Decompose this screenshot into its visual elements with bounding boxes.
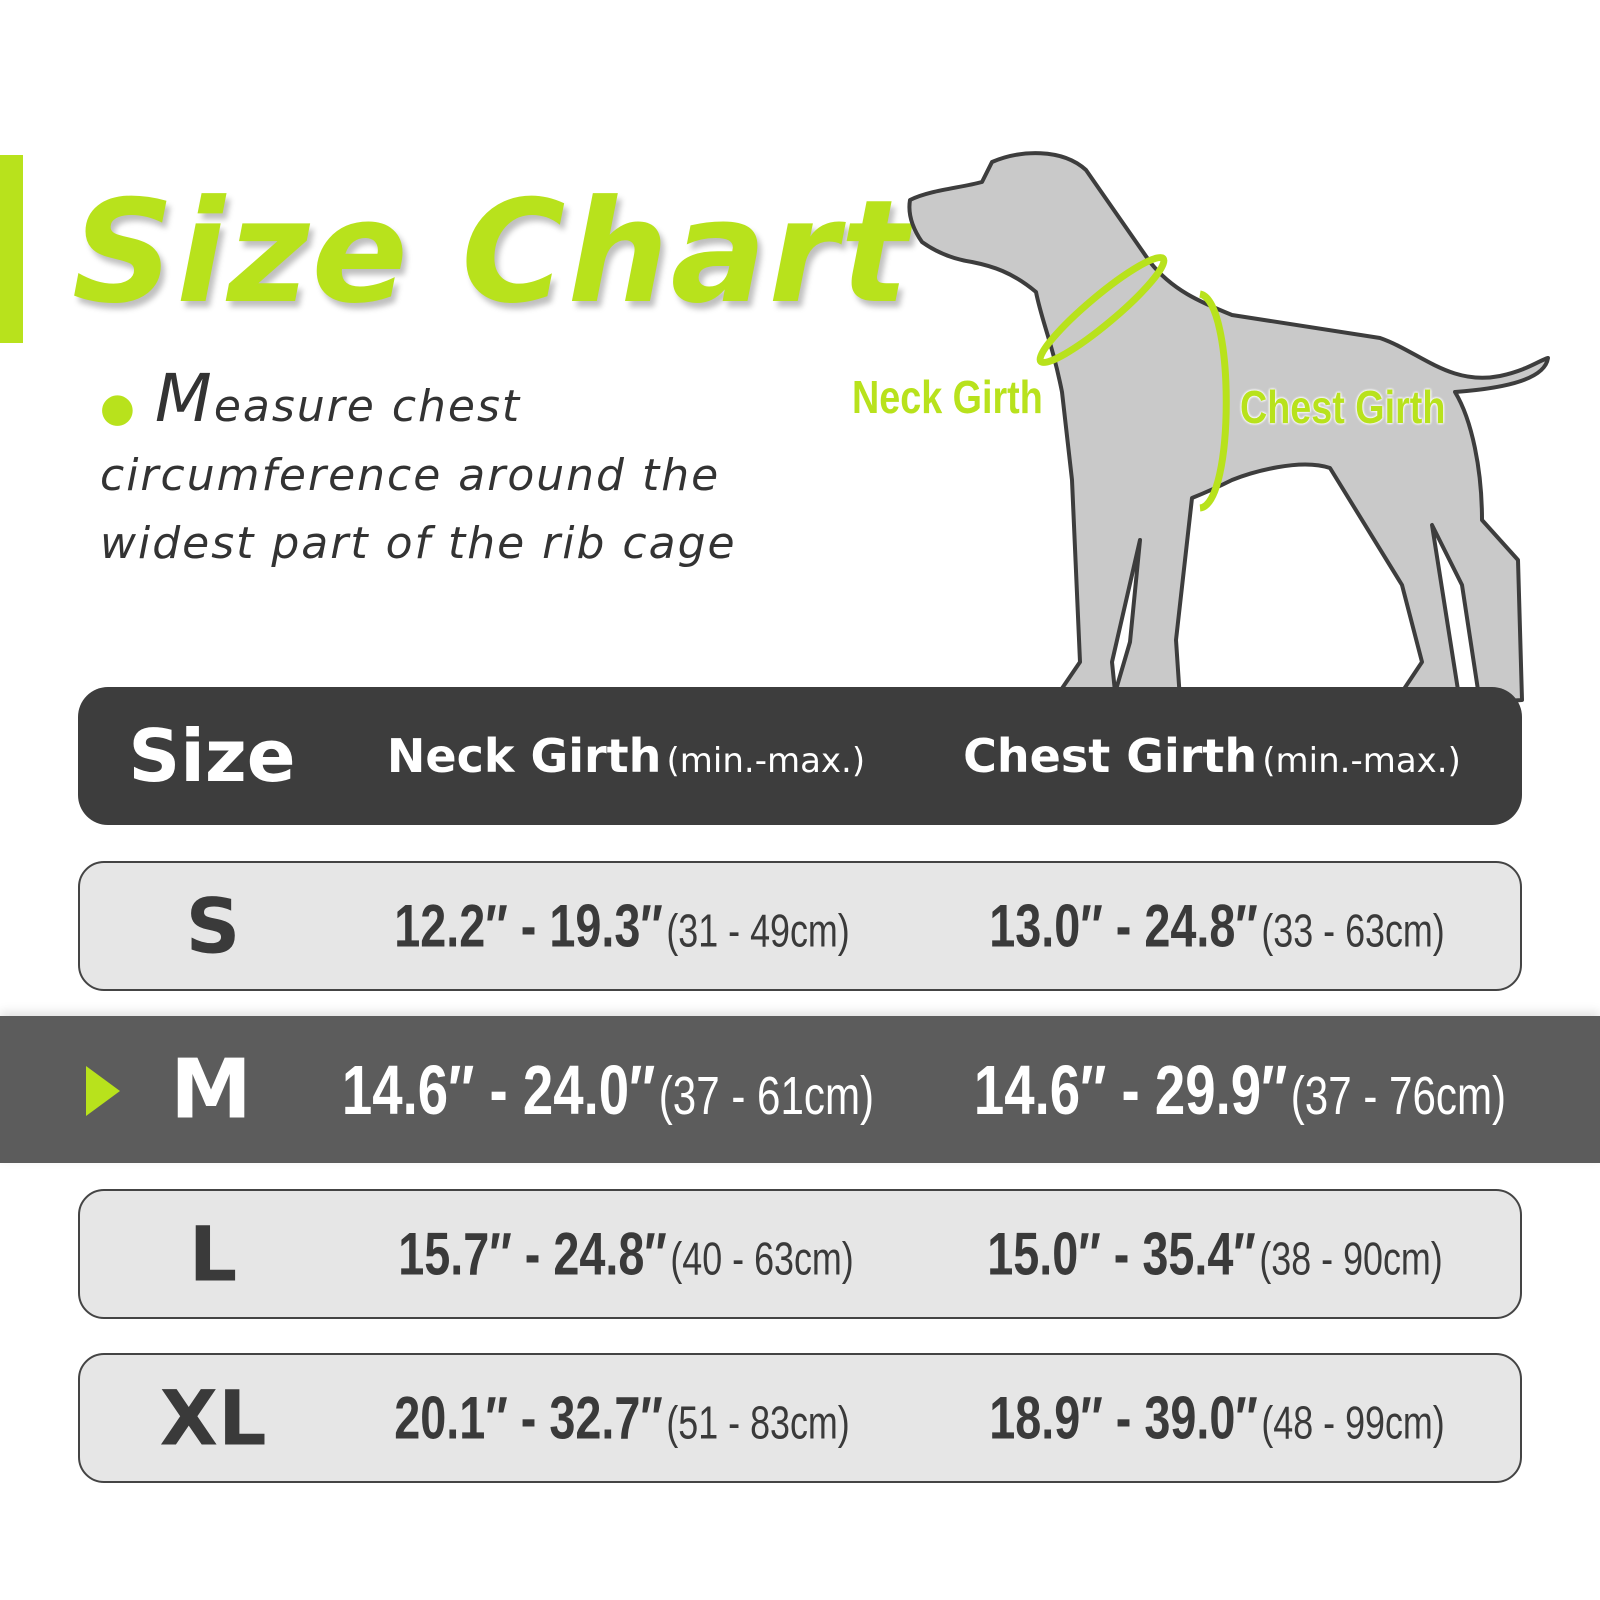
chest-girth-label: Chest Girth <box>1240 381 1446 433</box>
play-arrow-icon <box>86 1066 120 1116</box>
table-row-m-highlighted: M 14.6″ - 24.0″ (37 - 61cm) 14.6″ - 29.9… <box>0 1016 1600 1163</box>
neck-value: 20.1″ - 32.7″ (51 - 83cm) <box>394 1384 850 1452</box>
line2: circumference around the <box>100 450 721 501</box>
dog-silhouette-icon <box>907 151 1550 712</box>
chest-value: 15.0″ - 35.4″ (38 - 90cm) <box>987 1220 1443 1288</box>
neck-value: 14.6″ - 24.0″ (37 - 61cm) <box>341 1050 875 1129</box>
bullet-icon: ● <box>100 385 137 431</box>
table-row-l: L 15.7″ - 24.8″ (40 - 63cm) 15.0″ - 35.4… <box>78 1189 1522 1319</box>
neck-girth-label: Neck Girth <box>852 371 1043 423</box>
size-label: M <box>170 1042 252 1137</box>
header-size: Size <box>128 714 296 798</box>
page-title: Size Chart <box>72 170 911 335</box>
first-letter: M <box>154 360 214 437</box>
neck-value: 15.7″ - 24.8″ (40 - 63cm) <box>398 1220 854 1288</box>
chest-value: 13.0″ - 24.8″ (33 - 63cm) <box>989 892 1445 960</box>
header-neck: Neck Girth (min.-max.) <box>386 729 866 783</box>
table-row-s: S 12.2″ - 19.3″ (31 - 49cm) 13.0″ - 24.8… <box>78 861 1522 991</box>
table-header: Size Neck Girth (min.-max.) Chest Girth … <box>78 687 1522 825</box>
size-label: S <box>185 881 241 971</box>
chest-girth-ring <box>1198 290 1230 512</box>
line1: easure chest <box>213 381 522 432</box>
measure-instructions: ● Measure chest circumference around the … <box>100 365 840 578</box>
chest-value: 18.9″ - 39.0″ (48 - 99cm) <box>989 1384 1445 1452</box>
neck-girth-ring <box>1036 253 1168 367</box>
size-label: XL <box>159 1373 267 1463</box>
size-label: L <box>188 1209 238 1299</box>
table-row-xl: XL 20.1″ - 32.7″ (51 - 83cm) 18.9″ - 39.… <box>78 1353 1522 1483</box>
accent-bar <box>0 155 23 343</box>
line3: widest part of the rib cage <box>100 518 737 569</box>
neck-value: 12.2″ - 19.3″ (31 - 49cm) <box>394 892 850 960</box>
chest-value: 14.6″ - 29.9″ (37 - 76cm) <box>973 1050 1507 1129</box>
header-chest: Chest Girth (min.-max.) <box>963 729 1461 783</box>
